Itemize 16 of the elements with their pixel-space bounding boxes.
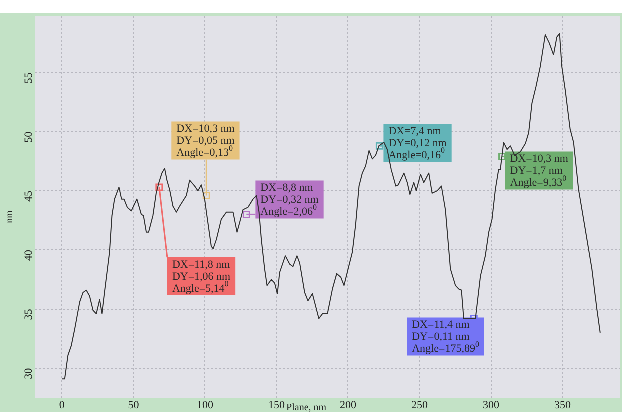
x-tick-label: 100 (196, 399, 214, 412)
y-tick-label: 30 (22, 368, 35, 380)
y-tick-label: 50 (22, 131, 35, 143)
y-axis-title: nm (4, 210, 16, 224)
x-tick-label: 250 (412, 399, 429, 412)
y-tick-label: 55 (22, 72, 35, 84)
y-tick-label: 45 (22, 190, 35, 202)
y-tick-label: 40 (22, 250, 35, 262)
x-tick-label: 300 (483, 399, 500, 412)
x-tick-label: 150 (268, 399, 286, 412)
x-tick-label: 50 (128, 399, 140, 412)
y-tick-label: 35 (22, 308, 35, 320)
x-tick-label: 200 (340, 399, 357, 412)
x-tick-label: 350 (554, 399, 572, 412)
x-axis-title: Plane, nm (286, 402, 327, 412)
x-tick-label: 0 (59, 399, 66, 412)
